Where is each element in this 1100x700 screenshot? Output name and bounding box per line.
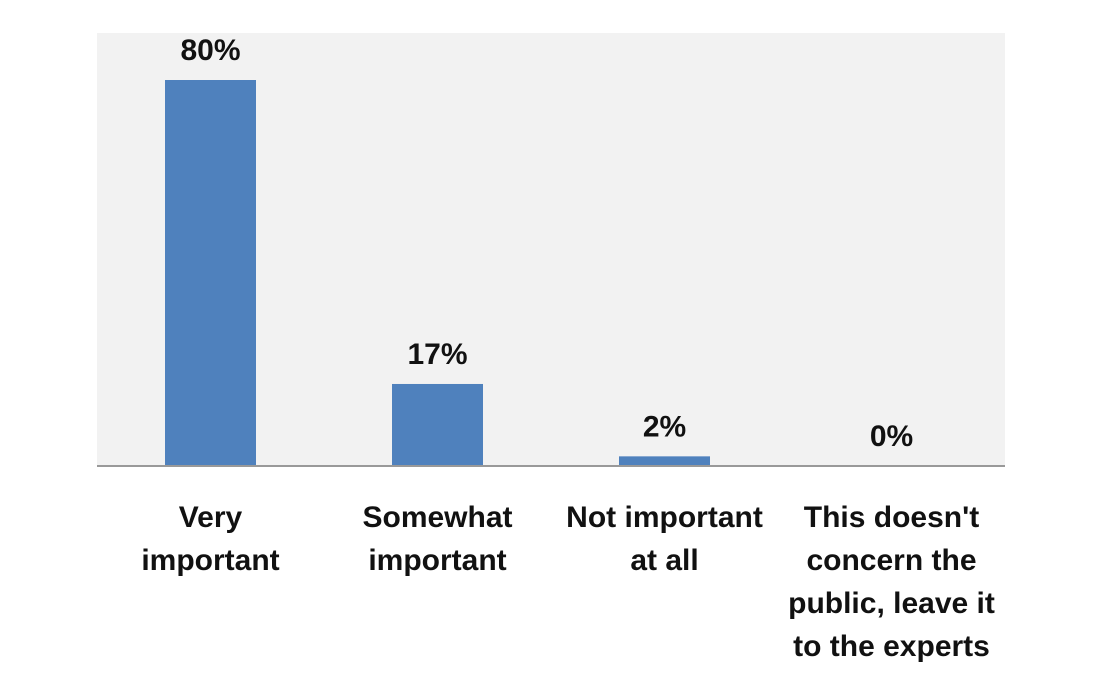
category-label-4-line-1: This doesn't (804, 501, 979, 534)
category-label-3-line-1: Not important (566, 501, 763, 534)
category-label-2-line-2: important (368, 544, 506, 577)
category-label-4-line-3: public, leave it (788, 587, 995, 620)
data-label-2: 17% (407, 338, 467, 371)
data-label-4: 0% (870, 420, 913, 453)
category-label-2-line-1: Somewhat (362, 501, 512, 534)
category-label-1-line-2: important (141, 544, 279, 577)
category-label-4-line-4: to the experts (793, 630, 990, 663)
data-label-1: 80% (180, 34, 240, 67)
bar-2 (392, 383, 483, 466)
data-labels-group: 80% 17% 2% 0% (180, 34, 913, 453)
category-label-3-line-2: at all (630, 544, 698, 577)
data-label-3: 2% (643, 410, 686, 443)
category-label-1-line-1: Very (179, 501, 243, 534)
bars-group (165, 80, 710, 466)
bar-1 (165, 80, 256, 466)
category-labels-group: Very important Somewhat important Not import… (141, 501, 995, 663)
bar-3 (619, 456, 710, 466)
category-label-4-line-2: concern the (806, 544, 976, 577)
